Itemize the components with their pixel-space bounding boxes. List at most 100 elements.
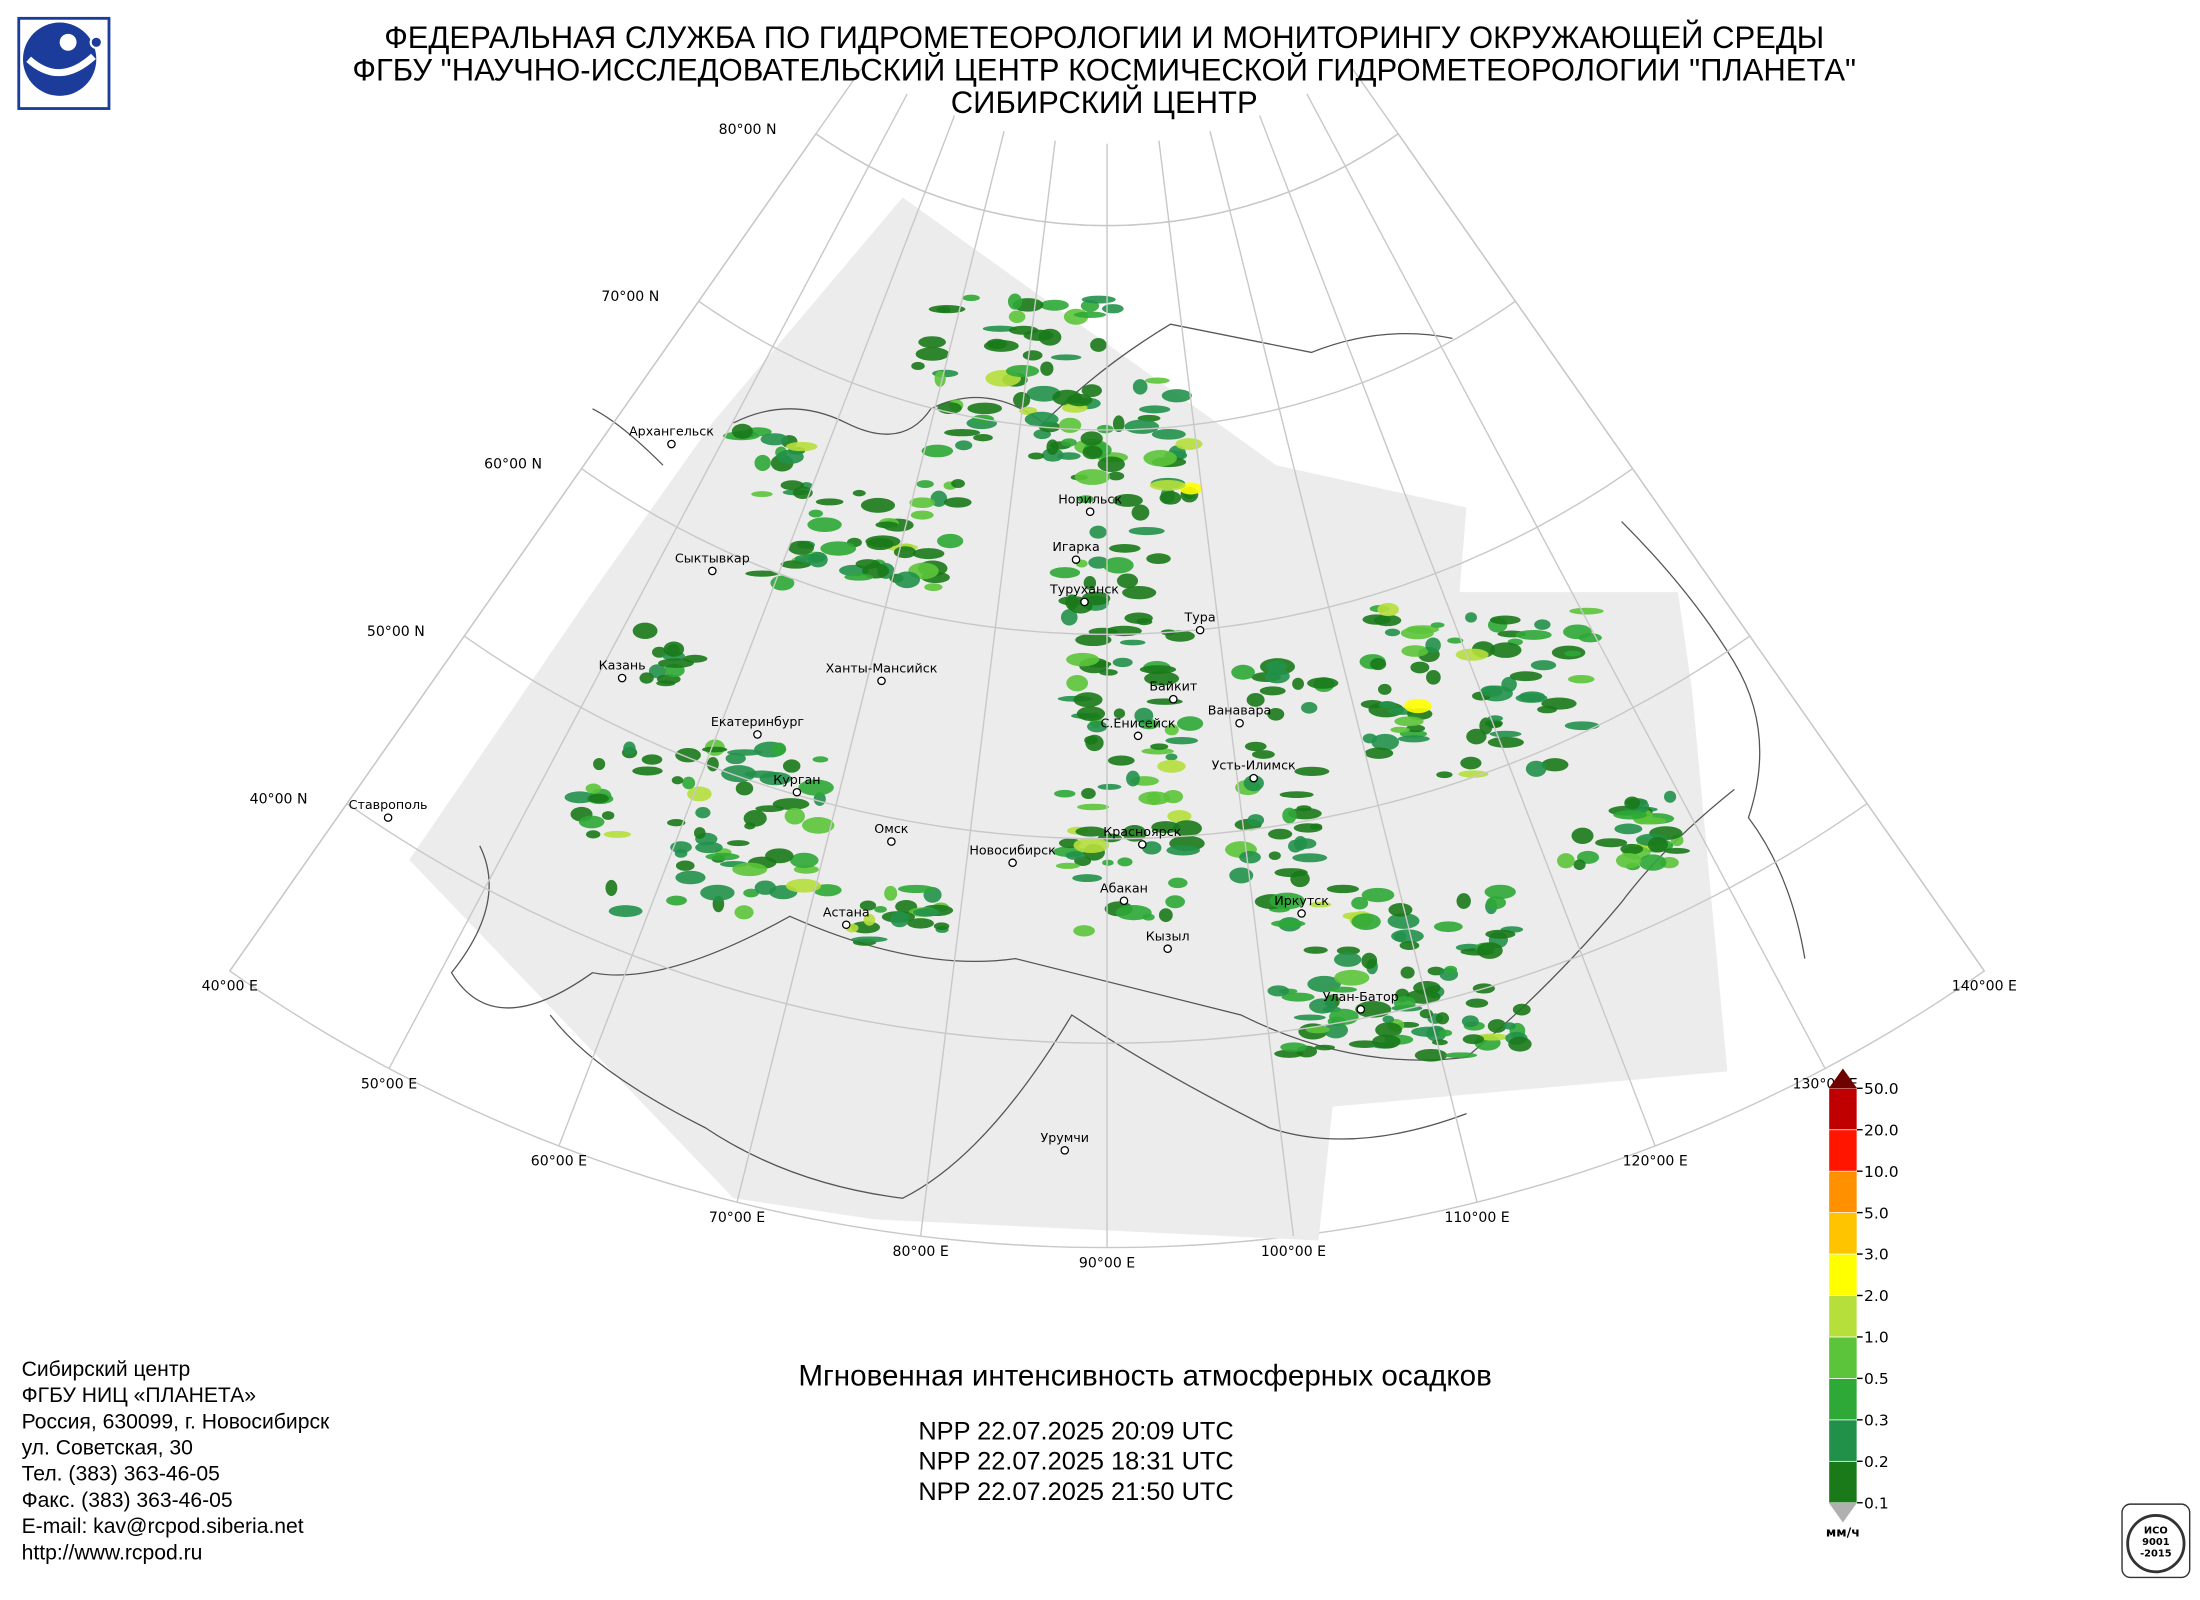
precip-cell — [578, 815, 605, 829]
precip-cell — [671, 776, 684, 785]
contact-line: Тел. (383) 363-46-05 — [22, 1463, 220, 1486]
precip-cell — [585, 783, 602, 794]
latitude-label: 70°00 N — [601, 289, 659, 305]
precip-cell — [1460, 756, 1482, 770]
precip-cell — [1525, 760, 1547, 777]
precip-cell — [695, 807, 711, 819]
precip-cell — [1040, 361, 1054, 376]
precip-cell — [982, 325, 1018, 332]
meridian — [1209, 130, 1478, 1203]
precip-cell — [1058, 596, 1088, 606]
precip-cell — [951, 479, 965, 489]
colorbar-label: 0.1 — [1864, 1494, 1889, 1512]
precip-cell — [1595, 838, 1628, 848]
precip-cell — [1372, 1034, 1401, 1049]
contact-line: E-mail: kav@rcpod.siberia.net — [22, 1515, 304, 1538]
precip-cell — [913, 908, 941, 917]
precip-cell — [1308, 901, 1332, 908]
colorbar-label: 0.3 — [1864, 1411, 1889, 1429]
map: 40°00 N 50°00 N 60°00 N 70°00 N 80°00 N 40°00… — [202, 66, 2017, 1271]
precip-cell — [1265, 660, 1287, 672]
longitude-label: 40°00 E — [202, 979, 258, 995]
precip-cell — [1101, 304, 1124, 314]
city-label: Норильск — [1058, 491, 1122, 506]
city-label: Екатеринбург — [711, 714, 805, 729]
precip-cell — [1508, 1036, 1532, 1052]
precip-cell — [1414, 1048, 1448, 1062]
precip-cell — [1410, 661, 1430, 674]
precip-cell — [1080, 431, 1103, 446]
precip-cell — [1050, 354, 1082, 361]
precip-cell — [735, 781, 754, 796]
precip-cell — [1351, 896, 1369, 910]
precip-cell — [1384, 628, 1401, 637]
precip-cell — [1296, 805, 1312, 812]
precip-cell — [1005, 364, 1040, 378]
precip-cell — [1172, 820, 1202, 837]
precip-cell — [884, 885, 898, 901]
precip-cell — [1146, 553, 1171, 565]
city-marker — [1133, 731, 1143, 741]
precip-cell — [1149, 480, 1186, 491]
precip-cell — [1571, 827, 1594, 844]
precip-cell — [1578, 633, 1602, 643]
precip-cell — [1007, 293, 1023, 310]
contact-line: http://www.rcpod.ru — [22, 1541, 203, 1564]
longitude-label: 140°00 E — [1952, 979, 2017, 995]
precip-cell — [1439, 1029, 1453, 1037]
precip-cell — [933, 922, 950, 930]
precip-cell — [1371, 733, 1399, 751]
precip-cell — [639, 672, 654, 684]
contact-line: Факс. (383) 363-46-05 — [22, 1489, 233, 1512]
precip-cell — [1128, 526, 1165, 536]
precip-cell — [1008, 325, 1039, 335]
precip-cell — [1541, 758, 1569, 772]
precip-cell — [1166, 845, 1200, 856]
precip-cell — [1157, 759, 1186, 773]
precip-cell — [1077, 495, 1095, 504]
precip-cell — [1124, 419, 1160, 434]
precip-cell — [1132, 379, 1148, 395]
coastline — [549, 1014, 1467, 1199]
precip-cell — [1102, 557, 1134, 574]
precip-cell — [1568, 674, 1595, 684]
precip-cell — [1097, 456, 1125, 472]
precip-cell — [1430, 622, 1445, 628]
precip-cell — [1388, 903, 1413, 917]
city-label: Абакан — [1100, 880, 1148, 895]
precip-cell — [936, 306, 951, 313]
precip-cell — [731, 423, 753, 439]
precip-cell — [1138, 791, 1171, 805]
city-marker — [1119, 896, 1129, 906]
precip-cell — [632, 622, 658, 640]
precip-cell — [1055, 862, 1080, 869]
precip-cell — [1489, 642, 1522, 658]
precip-cell — [943, 497, 972, 508]
city-marker — [1356, 1005, 1366, 1014]
precip-cell — [1458, 770, 1489, 778]
precip-cell — [1164, 724, 1179, 736]
city-marker — [1297, 909, 1306, 918]
precip-cell — [1175, 438, 1203, 450]
precip-cell — [1515, 693, 1548, 703]
meridian — [736, 130, 1005, 1203]
precip-cell — [1487, 1019, 1507, 1033]
precip-cell — [760, 433, 789, 446]
precip-cell — [1270, 919, 1306, 928]
precip-cell — [675, 860, 695, 871]
precip-cell — [1515, 629, 1552, 640]
precip-cell — [1537, 705, 1558, 714]
precip-cell — [1509, 671, 1543, 682]
precip-cell — [1309, 998, 1337, 1014]
precip-cell — [1486, 896, 1506, 910]
precip-cell — [1122, 586, 1157, 600]
precip-cell — [701, 746, 728, 753]
precip-cell — [641, 754, 663, 765]
precip-cell — [771, 742, 787, 756]
precip-cell — [1112, 657, 1133, 668]
precip-cell — [1167, 810, 1192, 823]
precip-cell — [1239, 851, 1261, 864]
precip-cell — [1294, 838, 1317, 849]
precip-cell — [801, 817, 835, 834]
longitude-label: 90°00 E — [1079, 1255, 1135, 1271]
